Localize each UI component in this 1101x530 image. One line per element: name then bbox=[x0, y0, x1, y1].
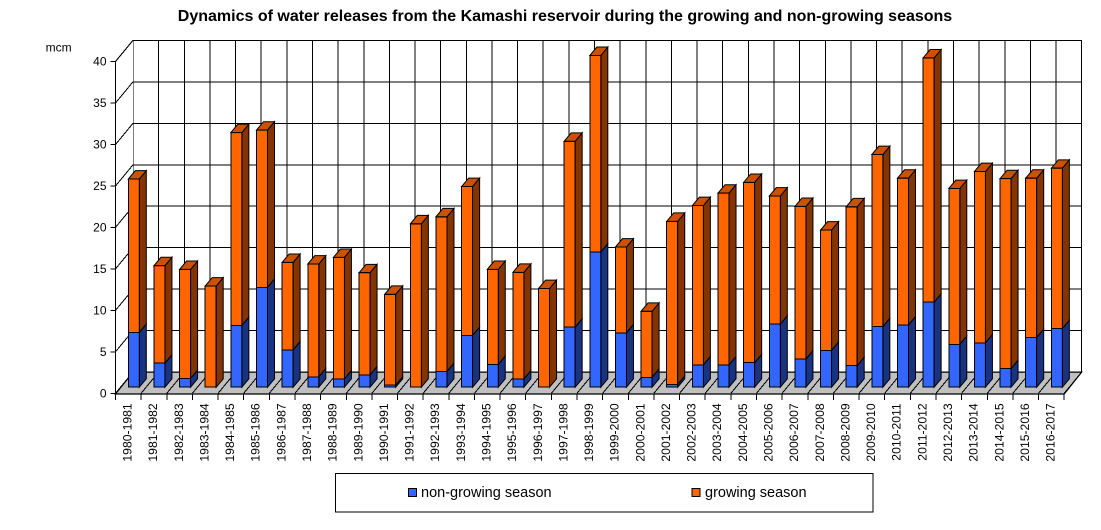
svg-text:2016-2017: 2016-2017 bbox=[1044, 403, 1058, 462]
svg-text:1990-1991: 1990-1991 bbox=[377, 403, 391, 462]
svg-text:1999-2000: 1999-2000 bbox=[608, 403, 622, 462]
svg-text:1993-1994: 1993-1994 bbox=[454, 403, 468, 462]
svg-text:growing season: growing season bbox=[705, 485, 807, 501]
svg-text:2013-2014: 2013-2014 bbox=[967, 403, 981, 462]
svg-text:2004-2005: 2004-2005 bbox=[736, 403, 750, 462]
svg-text:25: 25 bbox=[93, 179, 107, 193]
svg-text:1986-1987: 1986-1987 bbox=[274, 403, 288, 462]
svg-text:mcm: mcm bbox=[46, 40, 72, 54]
svg-text:2007-2008: 2007-2008 bbox=[813, 403, 827, 462]
svg-text:2000-2001: 2000-2001 bbox=[633, 403, 647, 462]
svg-text:1983-1984: 1983-1984 bbox=[197, 403, 211, 462]
svg-text:35: 35 bbox=[93, 96, 107, 110]
svg-text:1987-1988: 1987-1988 bbox=[300, 403, 314, 462]
svg-text:2012-2013: 2012-2013 bbox=[941, 403, 955, 462]
svg-text:40: 40 bbox=[93, 55, 107, 69]
svg-text:1989-1990: 1989-1990 bbox=[351, 403, 365, 462]
svg-text:20: 20 bbox=[93, 220, 107, 234]
svg-text:2001-2002: 2001-2002 bbox=[659, 403, 673, 462]
svg-text:non-growing season: non-growing season bbox=[421, 485, 552, 501]
svg-text:2009-2010: 2009-2010 bbox=[864, 403, 878, 462]
svg-text:1982-1983: 1982-1983 bbox=[172, 403, 186, 462]
svg-text:1995-1996: 1995-1996 bbox=[505, 403, 519, 462]
svg-text:2006-2007: 2006-2007 bbox=[787, 403, 801, 462]
svg-text:2002-2003: 2002-2003 bbox=[685, 403, 699, 462]
svg-text:2011-2012: 2011-2012 bbox=[915, 403, 929, 461]
svg-text:2015-2016: 2015-2016 bbox=[1018, 403, 1032, 462]
svg-text:15: 15 bbox=[93, 262, 107, 276]
svg-text:1984-1985: 1984-1985 bbox=[223, 403, 237, 462]
svg-text:1996-1997: 1996-1997 bbox=[531, 403, 545, 462]
svg-text:1988-1989: 1988-1989 bbox=[326, 403, 340, 462]
svg-text:1985-1986: 1985-1986 bbox=[249, 403, 263, 462]
svg-text:1992-1993: 1992-1993 bbox=[428, 403, 442, 462]
svg-text:2014-2015: 2014-2015 bbox=[992, 403, 1006, 462]
svg-text:1994-1995: 1994-1995 bbox=[480, 403, 494, 462]
svg-text:0: 0 bbox=[100, 386, 107, 400]
svg-text:1991-1992: 1991-1992 bbox=[403, 403, 417, 462]
svg-text:1998-1999: 1998-1999 bbox=[582, 403, 596, 462]
svg-text:1981-1982: 1981-1982 bbox=[146, 403, 160, 462]
svg-text:30: 30 bbox=[93, 138, 107, 152]
svg-text:1997-1998: 1997-1998 bbox=[556, 403, 570, 462]
svg-text:1980-1981: 1980-1981 bbox=[121, 403, 135, 462]
svg-text:2010-2011: 2010-2011 bbox=[890, 403, 904, 461]
svg-text:5: 5 bbox=[100, 345, 107, 359]
svg-text:Dynamics of water releases fro: Dynamics of water releases from the Kama… bbox=[178, 8, 953, 25]
svg-text:10: 10 bbox=[93, 303, 107, 317]
svg-text:2008-2009: 2008-2009 bbox=[838, 403, 852, 462]
svg-text:2005-2006: 2005-2006 bbox=[762, 403, 776, 462]
svg-text:2003-2004: 2003-2004 bbox=[710, 403, 724, 462]
